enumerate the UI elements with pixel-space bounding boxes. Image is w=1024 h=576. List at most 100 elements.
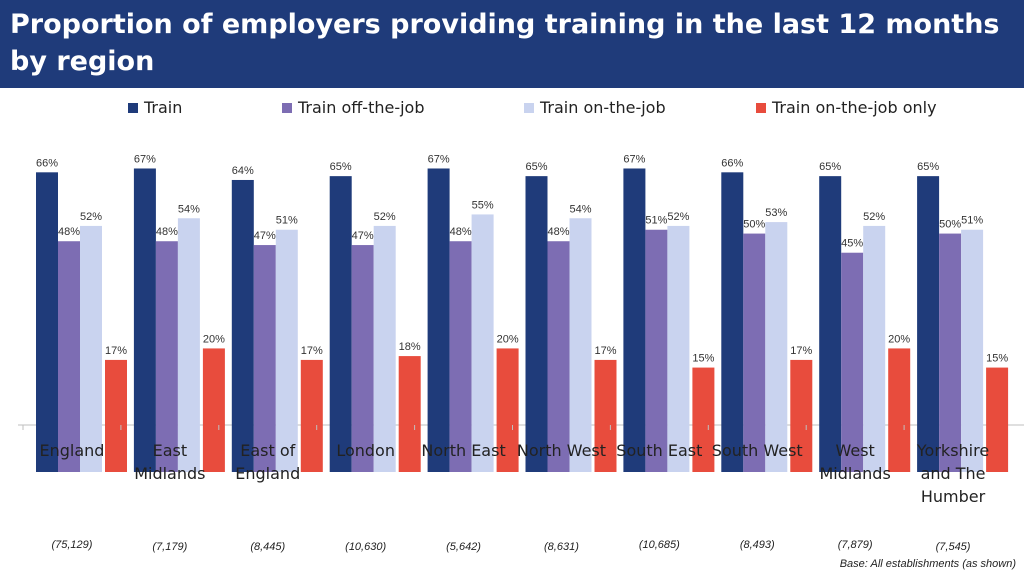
data-label-train-on-the-job-only-east-midlands: 20% [203,333,225,345]
bar-train-on-the-job-only-london [398,356,421,472]
category-label-north-west: North West [517,441,606,460]
bar-train-south-west [721,172,744,473]
bar-train-on-the-job-only-yorkshire-and-the-humber [986,367,1009,472]
data-label-train-on-the-job-only-yorkshire-and-the-humber: 15% [986,353,1008,365]
bar-train-off-the-job-south-west [743,233,766,472]
bar-train-off-the-job-east-of-england [253,245,276,472]
category-label-east-midlands: East Midlands [134,441,205,483]
bar-train-off-the-job-east-midlands [155,241,178,472]
bar-train-on-the-job-north-west [569,218,592,472]
data-label-train-off-the-job-north-east: 48% [450,226,472,238]
legend-label-train-on-the-job-only: Train on-the-job only [772,98,937,117]
bar-train-west-midlands [819,176,842,472]
bar-train-on-the-job-only-north-east [496,348,519,472]
legend-swatch-train-on-the-job-only [756,102,766,113]
legend-item-train-off-the-job: Train off-the-job [282,98,424,117]
bar-train-england [36,172,58,473]
base-count-east-midlands: (7,179) [152,541,187,553]
base-count-england: (75,129) [51,539,92,551]
data-label-train-off-the-job-west-midlands: 45% [841,238,863,250]
data-label-train-on-the-job-only-north-east: 20% [497,333,519,345]
data-label-train-on-the-job-only-london: 18% [399,341,421,353]
base-count-west-midlands: (7,879) [838,539,873,551]
data-label-train-off-the-job-east-of-england: 47% [254,230,276,242]
bar-train-on-the-job-only-east-midlands [202,348,225,472]
category-label-london: London [336,441,395,460]
base-count-yorkshire-and-the-humber: (7,545) [936,541,971,553]
bar-train-london [329,176,352,472]
data-label-train-yorkshire-and-the-humber: 65% [917,161,939,173]
data-label-train-on-the-job-south-west: 53% [765,207,787,219]
legend-item-train-on-the-job-only: Train on-the-job only [756,98,937,117]
bar-train-on-the-job-only-west-midlands [888,348,911,472]
bar-train-on-the-job-yorkshire-and-the-humber [961,229,984,472]
category-label-north-east: North East [421,441,505,460]
data-label-train-off-the-job-north-west: 48% [547,226,569,238]
bar-train-on-the-job-only-south-west [790,359,813,472]
data-label-train-east-of-england: 64% [232,165,254,177]
bar-train-off-the-job-north-east [449,241,472,472]
base-count-north-east: (5,642) [446,541,481,553]
data-label-train-on-the-job-east-midlands: 54% [178,203,200,215]
bar-train-east-of-england [231,179,254,472]
data-label-train-off-the-job-south-west: 50% [743,219,765,231]
data-label-train-on-the-job-north-east: 55% [472,199,494,211]
bar-train-on-the-job-only-england [105,359,127,472]
base-count-london: (10,630) [345,541,386,553]
title-banner: Proportion of employers providing traini… [0,0,1024,88]
bar-train-off-the-job-england [58,241,80,472]
data-label-train-on-the-job-london: 52% [374,211,396,223]
base-count-south-east: (10,685) [639,539,680,551]
bar-train-off-the-job-north-west [547,241,570,472]
data-label-train-on-the-job-only-west-midlands: 20% [888,333,910,345]
bar-train-yorkshire-and-the-humber [917,176,940,472]
bar-train-on-the-job-london [373,225,396,472]
bar-train-on-the-job-west-midlands [863,225,886,472]
data-label-train-on-the-job-only-north-west: 17% [594,345,616,357]
data-label-train-on-the-job-only-england: 17% [105,345,127,357]
data-label-train-south-west: 66% [721,157,743,169]
bar-train-on-the-job-england [80,225,102,472]
category-label-west-midlands: West Midlands [820,441,891,483]
category-label-england: England [39,441,104,460]
data-label-train-england: 66% [36,157,58,169]
bar-train-on-the-job-only-south-east [692,367,715,472]
legend-item-train: Train [128,98,182,117]
legend-label-train: Train [144,98,183,117]
base-count-north-west: (8,631) [544,541,579,553]
bar-train-on-the-job-only-north-west [594,359,617,472]
bar-train-off-the-job-south-east [645,229,668,472]
bar-train-on-the-job-south-east [667,225,690,472]
data-label-train-on-the-job-yorkshire-and-the-humber: 51% [961,215,983,227]
legend: Train Train off-the-job Train on-the-job… [0,98,1024,122]
bar-train-north-east [427,168,450,472]
category-label-south-east: South East [616,441,702,460]
data-label-train-off-the-job-london: 47% [352,230,374,242]
bar-train-north-west [525,176,548,472]
bar-train-on-the-job-north-east [471,214,494,472]
bar-train-on-the-job-east-midlands [177,218,200,472]
bar-train-east-midlands [133,168,156,472]
category-label-east-of-england: East of England [235,441,300,483]
bar-train-off-the-job-yorkshire-and-the-humber [939,233,962,472]
data-label-train-on-the-job-east-of-england: 51% [276,215,298,227]
bar-train-on-the-job-only-east-of-england [300,359,323,472]
data-label-train-south-east: 67% [623,153,645,165]
legend-swatch-train-off-the-job [282,102,292,113]
data-label-train-on-the-job-only-east-of-england: 17% [301,345,323,357]
data-label-train-on-the-job-only-south-west: 17% [790,345,812,357]
legend-item-train-on-the-job: Train on-the-job [524,98,666,117]
chart-title: Proportion of employers providing traini… [10,9,1000,77]
bar-train-on-the-job-south-west [765,222,788,472]
bar-train-off-the-job-london [351,245,374,472]
data-label-train-west-midlands: 65% [819,161,841,173]
data-label-train-london: 65% [330,161,352,173]
data-label-train-north-west: 65% [525,161,547,173]
base-note: Base: All establishments (as shown) [839,558,1016,570]
category-label-south-west: South West [712,441,803,460]
data-label-train-east-midlands: 67% [134,153,156,165]
data-label-train-on-the-job-west-midlands: 52% [863,211,885,223]
data-label-train-off-the-job-england: 48% [58,226,80,238]
data-label-train-off-the-job-yorkshire-and-the-humber: 50% [939,219,961,231]
